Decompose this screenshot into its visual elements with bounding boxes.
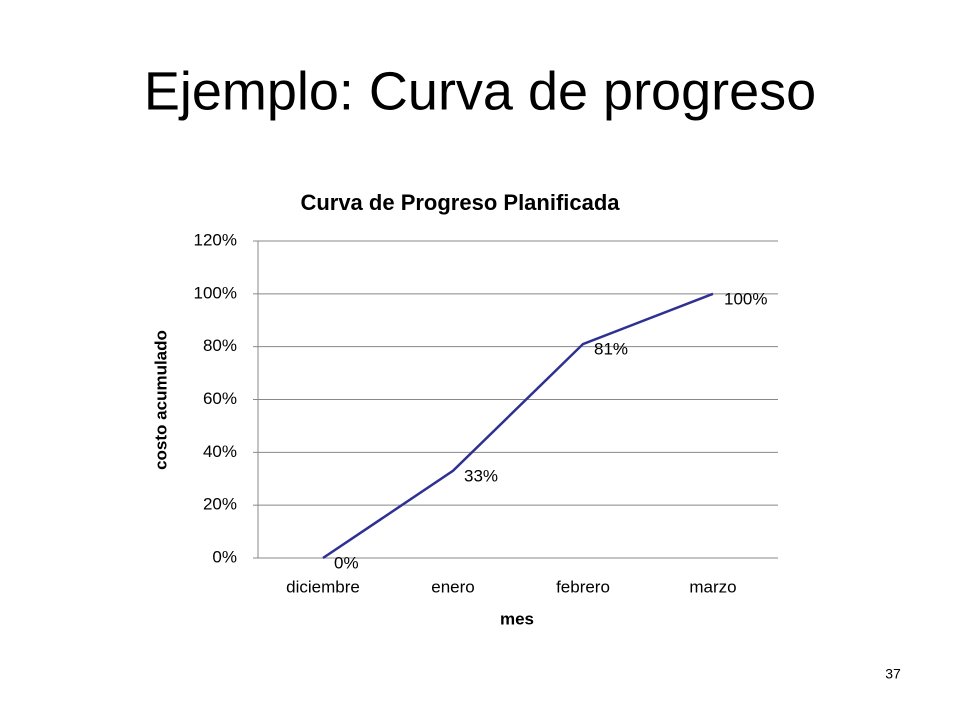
x-tick-label: enero — [431, 577, 474, 596]
x-tick-label: febrero — [556, 577, 610, 596]
data-line — [322, 292, 714, 560]
slide-number: 37 — [885, 666, 901, 682]
data-label: 100% — [724, 289, 767, 308]
y-axis-label: costo acumulado — [151, 330, 170, 470]
data-label: 81% — [594, 340, 628, 359]
y-tick-label: 80% — [203, 336, 237, 355]
y-tick-label: 20% — [203, 495, 237, 514]
x-axis-label: mes — [500, 609, 534, 628]
data-label: 0% — [334, 553, 359, 572]
chart-title: Curva de Progreso Planificada — [300, 190, 620, 215]
y-tick-label: 40% — [203, 442, 237, 461]
y-tick-label: 60% — [203, 389, 237, 408]
data-label: 33% — [464, 466, 498, 485]
slide-title: Ejemplo: Curva de progreso — [144, 61, 816, 121]
y-tick-label: 120% — [194, 230, 237, 249]
x-tick-label: marzo — [689, 577, 736, 596]
y-tick-label: 0% — [212, 547, 237, 566]
y-tick-label: 100% — [194, 283, 237, 302]
x-tick-label: diciembre — [286, 577, 360, 596]
